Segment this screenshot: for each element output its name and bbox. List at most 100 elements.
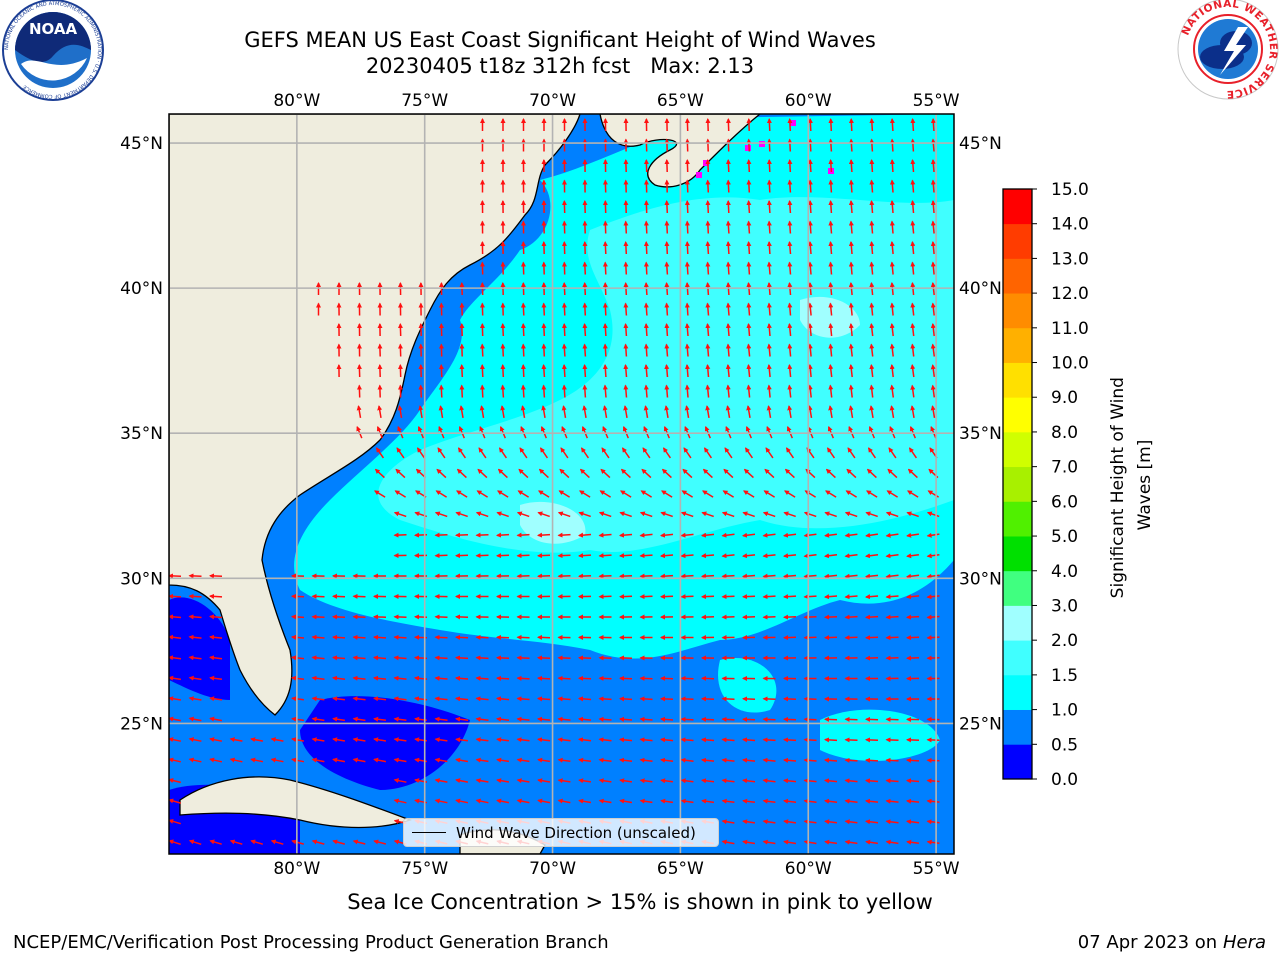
wind-wave-arrow: [434, 798, 448, 804]
colorbar-segment: [1003, 709, 1032, 745]
wind-wave-arrow: [500, 323, 506, 337]
wind-wave-arrow: [865, 614, 879, 620]
wind-wave-arrow: [908, 447, 918, 459]
wind-wave-arrow: [680, 737, 694, 743]
wind-wave-arrow: [541, 302, 547, 316]
wind-wave-arrow: [643, 261, 649, 275]
wind-wave-arrow: [746, 384, 752, 398]
wind-wave-arrow: [865, 798, 879, 804]
wind-wave-arrow: [910, 343, 916, 357]
wind-wave-arrow: [373, 614, 387, 620]
wind-wave-arrow: [865, 511, 878, 518]
wind-wave-arrow: [437, 447, 446, 459]
wind-wave-arrow: [787, 323, 793, 337]
wind-wave-arrow: [684, 323, 690, 337]
wind-wave-arrow: [664, 323, 670, 337]
wind-wave-arrow: [721, 532, 735, 538]
wind-wave-arrow: [844, 511, 858, 518]
wind-wave-arrow: [680, 798, 694, 804]
wind-wave-arrow: [475, 675, 489, 681]
wind-wave-arrow: [664, 282, 670, 296]
wind-wave-arrow: [639, 716, 653, 722]
wind-wave-arrow: [848, 282, 854, 296]
wind-wave-arrow: [784, 490, 796, 498]
wind-wave-arrow: [209, 737, 223, 743]
wind-wave-arrow: [824, 757, 838, 763]
wind-wave-arrow: [930, 384, 936, 398]
wind-wave-arrow: [762, 594, 776, 600]
colorbar-segment: [1003, 397, 1032, 433]
wind-wave-arrow: [807, 384, 813, 398]
wind-wave-arrow: [497, 490, 509, 498]
wind-wave-arrow: [291, 839, 304, 845]
wind-wave-arrow: [846, 468, 857, 479]
wind-wave-arrow: [537, 798, 551, 804]
wind-wave-arrow: [723, 468, 734, 479]
wind-wave-arrow: [762, 757, 776, 763]
wind-wave-arrow: [579, 490, 591, 498]
wind-wave-arrow: [393, 716, 407, 722]
wind-wave-arrow: [705, 200, 711, 214]
wind-wave-arrow: [803, 839, 817, 845]
wind-wave-arrow: [766, 384, 772, 398]
wind-wave-arrow: [725, 343, 731, 357]
wind-wave-arrow: [434, 532, 448, 538]
wind-wave-arrow: [373, 634, 387, 640]
legend-label: Wind Wave Direction (unscaled): [456, 823, 696, 842]
wind-wave-arrow: [848, 384, 854, 398]
wind-wave-arrow: [619, 716, 633, 722]
wind-wave-arrow: [824, 511, 837, 518]
wind-wave-arrow: [910, 220, 916, 234]
wind-wave-arrow: [807, 405, 813, 419]
wind-wave-arrow: [783, 716, 797, 722]
wind-wave-arrow: [889, 118, 895, 132]
wind-wave-arrow: [701, 778, 715, 784]
wind-wave-arrow: [926, 511, 940, 518]
wind-wave-arrow: [373, 696, 387, 702]
wind-wave-arrow: [828, 220, 834, 234]
wind-wave-arrow: [742, 532, 756, 538]
wind-wave-arrow: [766, 405, 772, 419]
wind-wave-arrow: [844, 839, 858, 845]
wind-wave-arrow: [459, 364, 465, 378]
wind-wave-arrow: [291, 716, 305, 722]
wind-wave-arrow: [766, 179, 772, 193]
wind-wave-arrow: [537, 553, 551, 559]
wind-wave-arrow: [537, 675, 551, 681]
wind-wave-arrow: [807, 302, 813, 316]
wind-wave-arrow: [639, 778, 653, 784]
wind-wave-arrow: [599, 490, 611, 498]
wind-wave-arrow: [910, 138, 916, 152]
wind-wave-arrow: [783, 573, 797, 579]
wind-wave-arrow: [393, 798, 407, 804]
wind-wave-arrow: [582, 405, 588, 419]
wind-wave-arrow: [500, 343, 506, 357]
wind-wave-arrow: [783, 839, 797, 845]
wind-wave-arrow: [479, 405, 485, 419]
wind-wave-arrow: [930, 261, 936, 275]
wind-wave-arrow: [639, 553, 653, 559]
wind-wave-arrow: [787, 261, 793, 275]
wind-wave-arrow: [537, 778, 551, 784]
wind-wave-arrow: [516, 675, 530, 681]
wind-wave-arrow: [705, 282, 711, 296]
wind-wave-arrow: [639, 532, 653, 538]
wind-wave-arrow: [865, 757, 879, 763]
wind-wave-arrow: [869, 118, 875, 132]
wind-wave-arrow: [828, 405, 834, 419]
wind-wave-arrow: [455, 532, 469, 538]
wind-wave-arrow: [479, 384, 485, 398]
wind-wave-arrow: [332, 614, 346, 620]
wind-wave-arrow: [598, 511, 612, 518]
wind-wave-arrow: [885, 839, 899, 845]
wind-wave-arrow: [455, 716, 469, 722]
wind-wave-arrow: [418, 405, 424, 419]
wind-wave-arrow: [885, 594, 899, 600]
lon-label-top: 65°W: [657, 91, 704, 111]
wind-wave-arrow: [701, 594, 715, 600]
wind-wave-arrow: [393, 757, 407, 763]
wind-wave-arrow: [459, 384, 465, 398]
wind-wave-arrow: [844, 737, 858, 743]
wind-wave-arrow: [373, 757, 387, 763]
wind-wave-arrow: [848, 323, 854, 337]
